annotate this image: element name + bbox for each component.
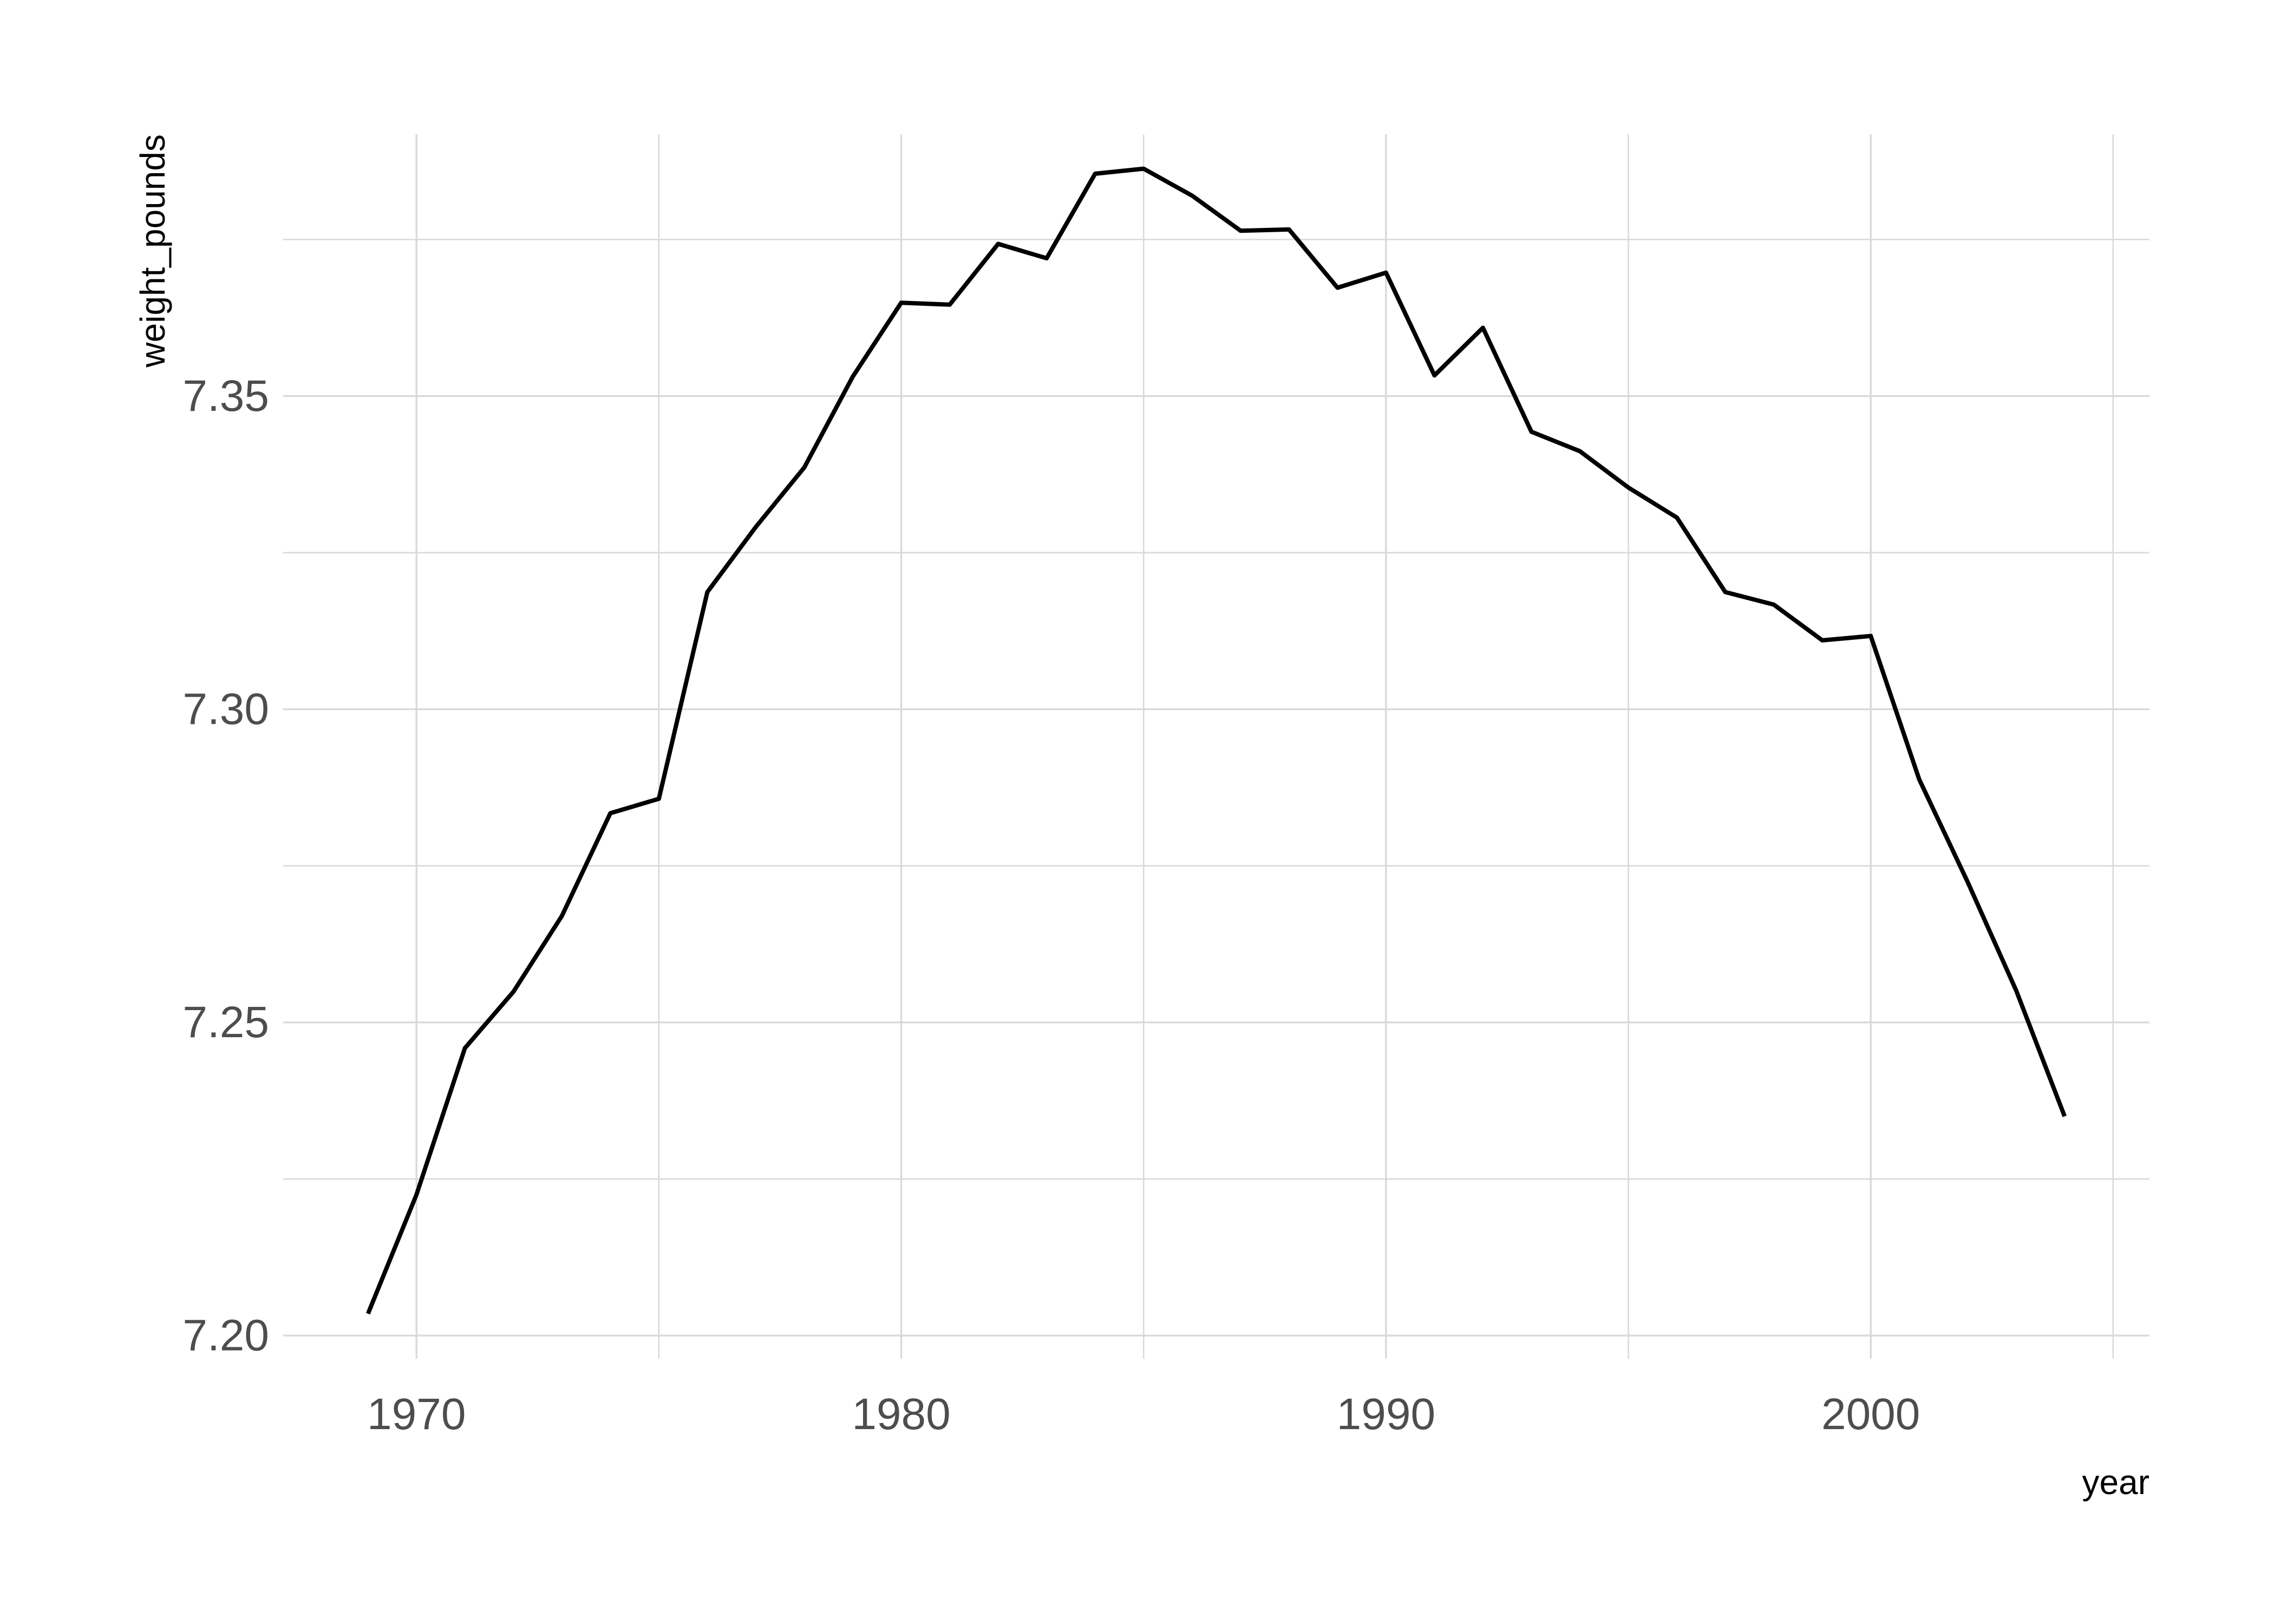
y-tick-label: 7.30 [182, 685, 269, 734]
y-axis-tick-labels: 7.20 7.25 7.30 7.35 [182, 371, 269, 1360]
minor-gridlines [283, 134, 2149, 1359]
x-tick-label: 2000 [1821, 1390, 1920, 1439]
y-tick-label: 7.35 [182, 371, 269, 421]
x-tick-label: 1970 [367, 1390, 466, 1439]
x-tick-label: 1980 [852, 1390, 950, 1439]
y-tick-label: 7.20 [182, 1311, 269, 1360]
data-series [365, 166, 2067, 1315]
major-gridlines [283, 134, 2149, 1359]
x-axis-tick-labels: 1970 1980 1990 2000 [367, 1390, 1920, 1439]
y-axis-title: weight_pounds [133, 134, 172, 368]
series-line [365, 166, 2067, 1315]
x-axis-title: year [2082, 1463, 2150, 1502]
y-tick-label: 7.25 [182, 998, 269, 1047]
x-tick-label: 1990 [1337, 1390, 1435, 1439]
